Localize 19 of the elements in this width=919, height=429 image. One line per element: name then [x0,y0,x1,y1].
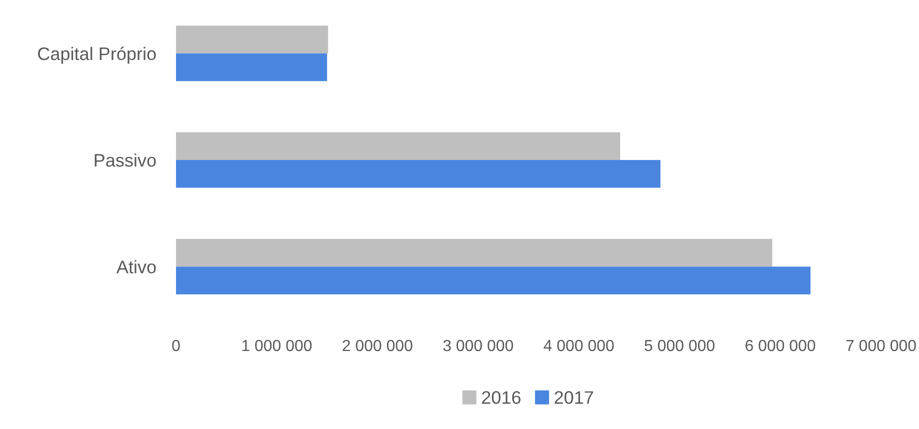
legend-label: 2016 [482,391,520,404]
x-tick-label: 2 000 000 [342,340,412,352]
x-tick-label: 7 000 000 [846,340,916,352]
bar [176,238,772,267]
y-tick-label: Capital Próprio [38,46,156,64]
y-tick-label: Ativo [116,260,156,274]
x-tick-label: 6 000 000 [746,340,816,352]
bar [176,160,660,188]
x-tick-label: 0 [172,340,180,352]
x-tick-label: 5 000 000 [644,340,714,352]
x-tick-label: 4 000 000 [544,340,614,352]
x-tick-label: 1 000 000 [242,340,312,352]
bar [176,266,810,294]
bar [176,26,328,54]
legend-label: 2017 [554,391,594,404]
x-tick-label: 3 000 000 [443,340,514,352]
bar [176,132,620,160]
y-tick-label: Passivo [94,153,156,167]
bar [176,53,328,82]
